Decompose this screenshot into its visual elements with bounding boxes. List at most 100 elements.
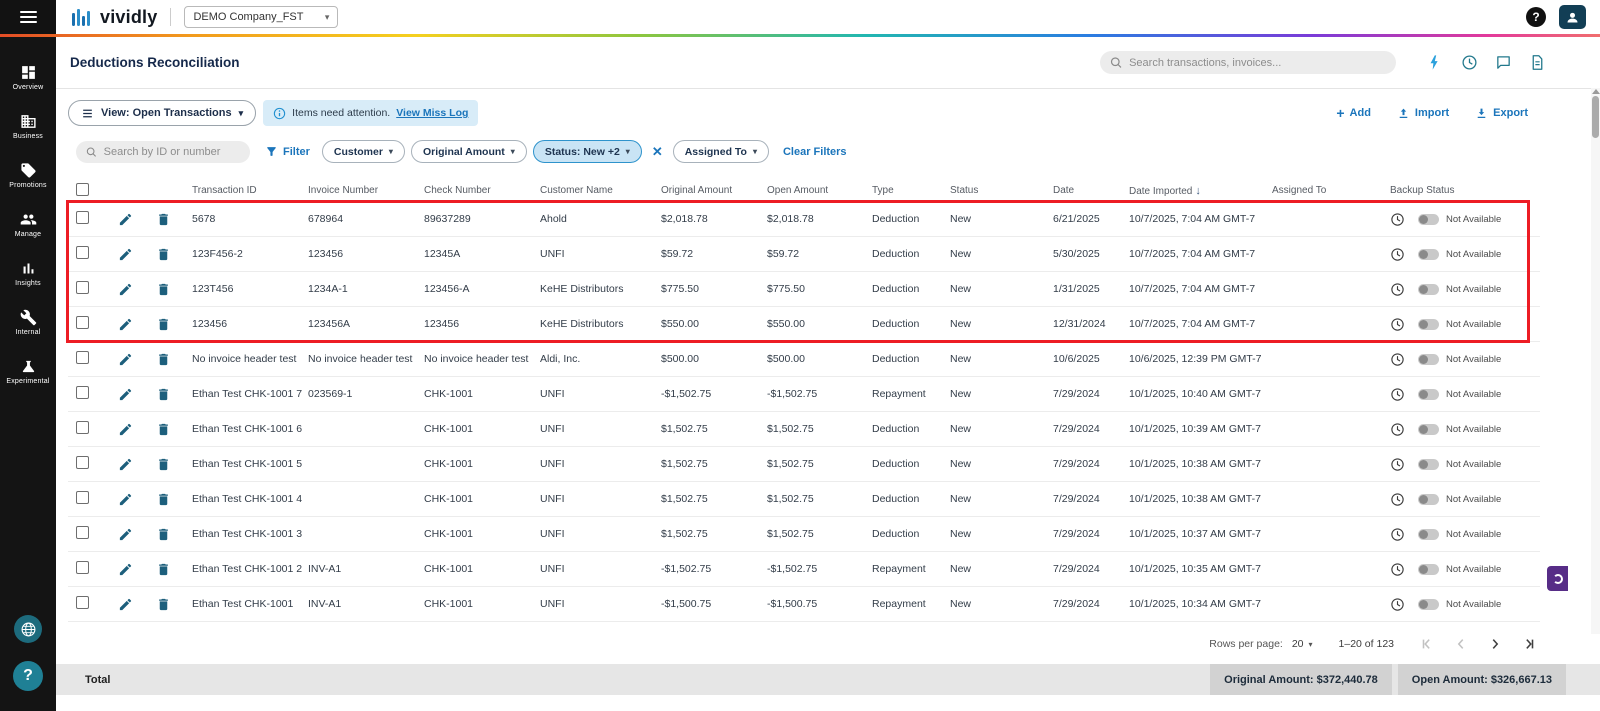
history-icon[interactable] <box>1390 352 1405 367</box>
delete-icon[interactable] <box>156 352 171 367</box>
history-icon[interactable] <box>1390 562 1405 577</box>
table-row[interactable]: Ethan Test CHK-1001 3 CHK-1001 UNFI $1,5… <box>68 517 1540 552</box>
sidebar-item-business[interactable]: Business <box>0 102 56 151</box>
company-selector[interactable]: DEMO Company_FST ▾ <box>184 6 338 28</box>
sidebar-item-manage[interactable]: Manage <box>0 200 56 249</box>
row-checkbox[interactable] <box>76 386 89 399</box>
clear-filters-link[interactable]: Clear Filters <box>783 146 847 158</box>
row-checkbox[interactable] <box>76 351 89 364</box>
id-search[interactable] <box>76 141 250 163</box>
row-checkbox[interactable] <box>76 561 89 574</box>
history-icon[interactable] <box>1390 422 1405 437</box>
language-globe-button[interactable] <box>14 615 42 643</box>
clear-status-filter-icon[interactable]: ✕ <box>652 144 663 160</box>
select-all-checkbox[interactable] <box>76 183 89 196</box>
document-icon[interactable] <box>1529 54 1546 71</box>
delete-icon[interactable] <box>156 457 171 472</box>
global-search[interactable] <box>1100 51 1396 74</box>
sidebar-item-overview[interactable]: Overview <box>0 53 56 102</box>
backup-toggle[interactable] <box>1418 564 1439 575</box>
edit-icon[interactable] <box>118 317 133 332</box>
status-filter-chip[interactable]: Status: New +2▾ <box>533 140 642 163</box>
edit-icon[interactable] <box>118 352 133 367</box>
hamburger-menu-button[interactable] <box>0 0 56 34</box>
table-row[interactable]: 123456 123456A 123456 KeHE Distributors … <box>68 307 1540 342</box>
sidebar-item-experimental[interactable]: Experimental <box>0 347 56 396</box>
backup-toggle[interactable] <box>1418 529 1439 540</box>
edit-icon[interactable] <box>118 212 133 227</box>
row-checkbox[interactable] <box>76 491 89 504</box>
history-icon[interactable] <box>1390 212 1405 227</box>
import-button[interactable]: Import <box>1397 107 1449 120</box>
assigned-to-filter-chip[interactable]: Assigned To▾ <box>673 140 769 163</box>
first-page-icon[interactable] <box>1420 637 1434 651</box>
table-row[interactable]: Ethan Test CHK-1001 6 CHK-1001 UNFI $1,5… <box>68 412 1540 447</box>
row-checkbox[interactable] <box>76 596 89 609</box>
table-row[interactable]: Ethan Test CHK-1001 7 023569-1 CHK-1001 … <box>68 377 1540 412</box>
view-selector-button[interactable]: View: Open Transactions ▾ <box>68 100 256 126</box>
id-search-input[interactable] <box>104 146 240 158</box>
filter-button[interactable]: Filter <box>265 145 310 158</box>
backup-toggle[interactable] <box>1418 459 1439 470</box>
table-row[interactable]: Ethan Test CHK-1001 2 INV-A1 CHK-1001 UN… <box>68 552 1540 587</box>
table-row[interactable]: No invoice header test No invoice header… <box>68 342 1540 377</box>
scrollbar-thumb[interactable] <box>1592 96 1599 138</box>
backup-toggle[interactable] <box>1418 424 1439 435</box>
chat-icon[interactable] <box>1495 54 1512 71</box>
last-page-icon[interactable] <box>1522 637 1536 651</box>
edit-icon[interactable] <box>118 597 133 612</box>
backup-toggle[interactable] <box>1418 249 1439 260</box>
delete-icon[interactable] <box>156 562 171 577</box>
history-icon[interactable] <box>1390 597 1405 612</box>
sidebar-item-internal[interactable]: Internal <box>0 298 56 347</box>
help-button[interactable]: ? <box>1526 7 1546 27</box>
delete-icon[interactable] <box>156 597 171 612</box>
edit-icon[interactable] <box>118 492 133 507</box>
col-date-imported[interactable]: Date Imported↓ <box>1129 185 1272 197</box>
next-page-icon[interactable] <box>1488 637 1502 651</box>
edit-icon[interactable] <box>118 387 133 402</box>
scrollbar-track[interactable] <box>1591 88 1600 634</box>
backup-toggle[interactable] <box>1418 494 1439 505</box>
global-search-input[interactable] <box>1129 57 1386 69</box>
original-amount-filter-chip[interactable]: Original Amount▾ <box>411 140 527 163</box>
backup-toggle[interactable] <box>1418 354 1439 365</box>
customer-filter-chip[interactable]: Customer▾ <box>322 140 405 163</box>
history-icon[interactable] <box>1390 387 1405 402</box>
table-row[interactable]: Ethan Test CHK-1001 4 CHK-1001 UNFI $1,5… <box>68 482 1540 517</box>
delete-icon[interactable] <box>156 527 171 542</box>
row-checkbox[interactable] <box>76 421 89 434</box>
history-icon[interactable] <box>1461 54 1478 71</box>
sidebar-item-promotions[interactable]: Promotions <box>0 151 56 200</box>
scrollbar-up-icon[interactable] <box>1592 89 1600 94</box>
history-icon[interactable] <box>1390 492 1405 507</box>
prev-page-icon[interactable] <box>1454 637 1468 651</box>
delete-icon[interactable] <box>156 317 171 332</box>
edit-icon[interactable] <box>118 562 133 577</box>
view-miss-log-link[interactable]: View Miss Log <box>396 107 468 119</box>
delete-icon[interactable] <box>156 282 171 297</box>
row-checkbox[interactable] <box>76 281 89 294</box>
row-checkbox[interactable] <box>76 316 89 329</box>
flash-icon[interactable] <box>1427 54 1444 71</box>
row-checkbox[interactable] <box>76 211 89 224</box>
edit-icon[interactable] <box>118 527 133 542</box>
delete-icon[interactable] <box>156 422 171 437</box>
backup-toggle[interactable] <box>1418 284 1439 295</box>
export-button[interactable]: Export <box>1475 107 1528 120</box>
backup-toggle[interactable] <box>1418 214 1439 225</box>
edit-icon[interactable] <box>118 422 133 437</box>
row-checkbox[interactable] <box>76 246 89 259</box>
table-row[interactable]: 123T456 1234A-1 123456-A KeHE Distributo… <box>68 272 1540 307</box>
avatar[interactable] <box>1559 5 1586 29</box>
table-row[interactable]: 5678 678964 89637289 Ahold $2,018.78 $2,… <box>68 202 1540 237</box>
feedback-widget[interactable] <box>1547 566 1568 591</box>
edit-icon[interactable] <box>118 247 133 262</box>
edit-icon[interactable] <box>118 282 133 297</box>
history-icon[interactable] <box>1390 282 1405 297</box>
sidebar-item-insights[interactable]: Insights <box>0 249 56 298</box>
backup-toggle[interactable] <box>1418 599 1439 610</box>
history-icon[interactable] <box>1390 317 1405 332</box>
backup-toggle[interactable] <box>1418 389 1439 400</box>
delete-icon[interactable] <box>156 387 171 402</box>
